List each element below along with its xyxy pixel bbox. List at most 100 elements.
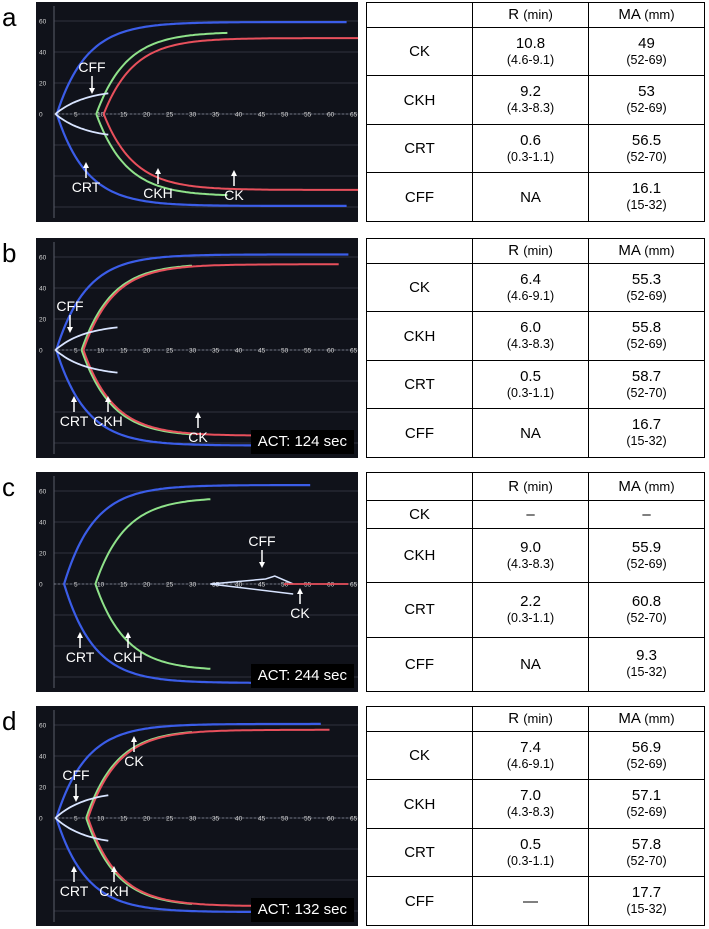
x-tick-label: 55 — [304, 816, 312, 823]
x-tick-label: 10 — [97, 112, 105, 119]
x-tick-label: 60 — [327, 112, 335, 119]
teg-screen: 60 40 20 0 5 10 15 20 25 30 35 40 45 50 55 60 65 CFF CRT CK… — [36, 2, 358, 222]
ckh-trace-upper — [95, 31, 228, 115]
teg-screen: 60 40 20 0 5 10 15 20 25 30 35 40 45 50 55 60 65 CFF CK CRT… — [36, 706, 358, 926]
crt-arrowhead — [71, 866, 77, 872]
ma-cell: 57.1 (52-69) — [588, 779, 705, 829]
y-tick-label: 40 — [39, 520, 47, 527]
assay-name: CFF — [366, 408, 473, 458]
ck-arrowhead — [195, 412, 201, 418]
r-cell: 0.5 (0.3-1.1) — [472, 359, 589, 410]
r-cell: 10.8 (4.6-9.1) — [472, 26, 589, 77]
assay-name: CRT — [366, 123, 473, 174]
assay-name: CK — [366, 499, 473, 529]
x-tick-label: 20 — [143, 112, 151, 119]
teg-tracing: 60 40 20 0 5 10 15 20 25 30 35 40 45 50 55 60 65 CFF CRT CK… — [36, 2, 358, 222]
ckh-trace-lower — [94, 583, 211, 670]
crt-trace-upper — [63, 484, 311, 585]
x-tick-label: 65 — [350, 348, 358, 355]
table-row: CK 10.8 (4.6-9.1) 49 (52-69) — [366, 26, 705, 77]
table-row: CFF NA 9.3 (15-32) — [366, 636, 705, 693]
x-tick-label: 5 — [74, 348, 78, 355]
table-row: CK – – — [366, 499, 705, 529]
ma-cell: 53 (52-69) — [588, 75, 705, 125]
x-tick-label: 40 — [235, 112, 243, 119]
teg-screen: 60 40 20 0 5 10 15 20 25 30 35 40 45 50 55 60 65 CFF CK CRT… — [36, 472, 358, 692]
x-tick-label: 15 — [120, 582, 128, 589]
table-row: CFF NA 16.1 (15-32) — [366, 172, 705, 222]
ck-trace-lower — [102, 113, 358, 191]
assay-name: CKH — [366, 527, 473, 584]
ma-cell: 9.3 (15-32) — [588, 636, 705, 693]
table-row: CKH 9.2 (4.3-8.3) 53 (52-69) — [366, 75, 705, 125]
corner-cell — [366, 2, 473, 28]
ma-cell: 16.7 (15-32) — [588, 408, 705, 458]
ma-cell: 55.9 (52-69) — [588, 527, 705, 584]
ma-cell: 55.3 (52-69) — [588, 262, 705, 313]
x-tick-label: 25 — [166, 582, 174, 589]
assay-name: CFF — [366, 172, 473, 222]
ckh-arrowhead — [155, 168, 161, 174]
assay-name: CKH — [366, 311, 473, 361]
ma-header: MA (mm) — [588, 472, 705, 501]
header-row: R (min) MA (mm) — [366, 706, 705, 732]
header-row: R (min) MA (mm) — [366, 238, 705, 264]
x-tick-label: 40 — [235, 816, 243, 823]
r-cell: 0.5 (0.3-1.1) — [472, 827, 589, 878]
ckh-arrowhead — [111, 866, 117, 872]
r-cell: 9.2 (4.3-8.3) — [472, 75, 589, 125]
ma-cell: 60.8 (52-70) — [588, 582, 705, 638]
x-tick-label: 35 — [212, 816, 220, 823]
x-tick-label: 45 — [258, 112, 266, 119]
ckh-label: CKH — [93, 413, 123, 429]
cff-trace-lower — [210, 583, 294, 595]
x-tick-label: 60 — [327, 582, 335, 589]
ck-label: CK — [224, 187, 244, 203]
r-header: R (min) — [472, 2, 589, 28]
x-tick-label: 10 — [97, 582, 105, 589]
ckh-label: CKH — [99, 883, 129, 899]
ma-header: MA (mm) — [588, 706, 705, 732]
r-cell: 7.4 (4.6-9.1) — [472, 730, 589, 781]
crt-trace-upper — [55, 253, 349, 351]
crt-arrowhead — [83, 162, 89, 168]
y-tick-label: 20 — [39, 81, 47, 88]
results-table: R (min) MA (mm) CK 10.8 (4.6-9.1) 49 (52-69)… — [366, 2, 705, 222]
x-tick-label: 25 — [166, 112, 174, 119]
results-table: R (min) MA (mm) CK 7.4 (4.6-9.1) 56.9 (52-69… — [366, 706, 705, 926]
ma-cell: 56.9 (52-69) — [588, 730, 705, 781]
r-cell: 9.0 (4.3-8.3) — [472, 527, 589, 584]
cff-label: CFF — [248, 533, 275, 549]
x-tick-label: 50 — [281, 582, 289, 589]
x-tick-label: 45 — [258, 348, 266, 355]
table-row: CFF NA 16.7 (15-32) — [366, 408, 705, 458]
ck-label: CK — [188, 429, 208, 445]
teg-tracing: 60 40 20 0 5 10 15 20 25 30 35 40 45 50 55 60 65 CFF CK CRT… — [36, 706, 358, 926]
y-tick-label: 40 — [39, 754, 47, 761]
ckh-trace-upper — [94, 498, 211, 585]
ck-arrowhead — [231, 170, 237, 176]
r-cell: NA — [472, 408, 589, 458]
panel-letter: c — [2, 472, 15, 502]
x-tick-label: 45 — [258, 816, 266, 823]
y-tick-label: 20 — [39, 551, 47, 558]
header-row: R (min) MA (mm) — [366, 2, 705, 28]
x-tick-label: 30 — [189, 348, 197, 355]
assay-name: CK — [366, 26, 473, 77]
r-cell: 6.4 (4.6-9.1) — [472, 262, 589, 313]
ckh-trace-lower — [95, 113, 228, 197]
crt-label: CRT — [60, 883, 89, 899]
r-cell: 0.6 (0.3-1.1) — [472, 123, 589, 174]
crt-arrowhead — [77, 632, 83, 638]
panel-letter: b — [2, 238, 17, 268]
results-table: R (min) MA (mm) CK – – CKH 9.0 (4.3-8.3) 55.9… — [366, 472, 705, 693]
cff-trace-upper — [54, 794, 109, 819]
r-header: R (min) — [472, 706, 589, 732]
crt-label: CRT — [60, 413, 89, 429]
x-tick-label: 50 — [281, 816, 289, 823]
r-header: R (min) — [472, 238, 589, 264]
r-cell: 2.2 (0.3-1.1) — [472, 582, 589, 638]
x-tick-label: 15 — [120, 816, 128, 823]
panel-letter: a — [2, 2, 17, 32]
x-tick-label: 60 — [327, 348, 335, 355]
